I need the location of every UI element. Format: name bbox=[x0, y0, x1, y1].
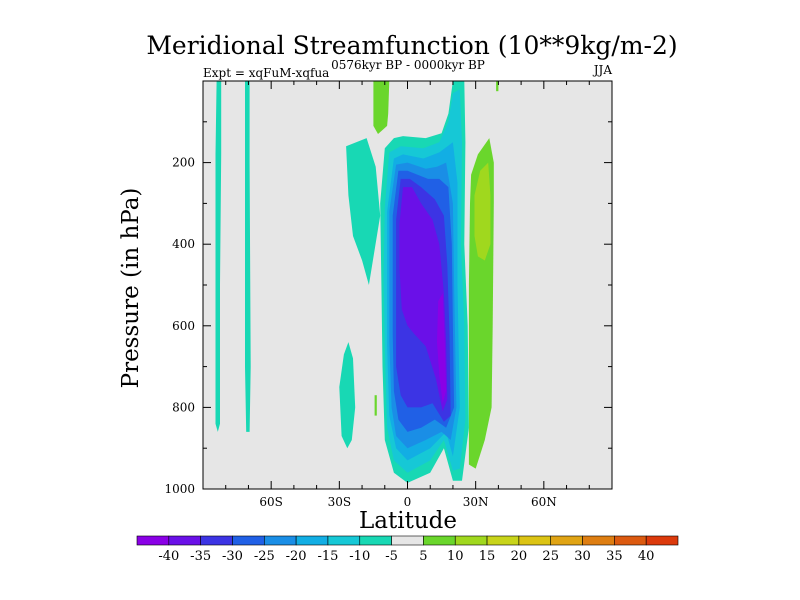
colorbar-box bbox=[582, 535, 615, 546]
colorbar-box bbox=[391, 535, 424, 546]
colorbar-label: -40 bbox=[158, 549, 179, 564]
colorbar-box bbox=[518, 535, 552, 546]
subtitle-center: 0576kyr BP - 0000kyr BP bbox=[331, 58, 485, 72]
x-tick-label: 30S bbox=[328, 495, 352, 509]
colorbar-label: 25 bbox=[542, 549, 559, 564]
colorbar-box bbox=[327, 535, 361, 546]
colorbar-label: -20 bbox=[286, 549, 307, 564]
colorbar-label: 30 bbox=[574, 549, 591, 564]
subtitle-left: Expt = xqFuM-xqfua bbox=[203, 66, 329, 80]
colorbar-box bbox=[232, 535, 265, 546]
colorbar: -40 -35 -30 -25 -20 -15 -10 -5 5 10 15 20 25 30 35 40 bbox=[136, 535, 679, 564]
colorbar-box bbox=[423, 535, 456, 546]
contour-region--5-1 bbox=[245, 81, 251, 432]
contour-region-5-12 bbox=[373, 81, 390, 134]
colorbar-box bbox=[454, 535, 488, 546]
y-tick-label: 1000 bbox=[164, 482, 195, 496]
subtitle-right: JJA bbox=[592, 63, 613, 77]
colorbar-label: 10 bbox=[447, 549, 464, 564]
y-tick-label: 400 bbox=[172, 237, 195, 251]
colorbar-label: -10 bbox=[349, 549, 370, 564]
colorbar-box bbox=[645, 535, 679, 546]
colorbar-box bbox=[168, 535, 201, 546]
colorbar-box bbox=[486, 535, 520, 546]
colorbar-box bbox=[263, 535, 297, 546]
contour-region--5-0 bbox=[215, 81, 222, 432]
colorbar-box bbox=[200, 535, 233, 546]
y-tick-label: 600 bbox=[172, 319, 195, 333]
contour-region--40-11 bbox=[437, 293, 447, 404]
contour-region--5-2 bbox=[346, 138, 381, 285]
colorbar-label: 5 bbox=[419, 549, 427, 564]
contour-region-10-14 bbox=[474, 162, 491, 261]
x-axis-ticks: 60S 30S 0 30N 60N bbox=[225, 81, 590, 509]
colorbar-box bbox=[295, 535, 329, 546]
colorbar-label: 35 bbox=[606, 549, 623, 564]
colorbar-box bbox=[550, 535, 583, 546]
contour-fills bbox=[215, 81, 499, 483]
contour-region--35-10 bbox=[399, 187, 448, 412]
contour-region-5-15 bbox=[374, 395, 377, 416]
colorbar-label: -35 bbox=[190, 549, 211, 564]
colorbar-box bbox=[359, 535, 392, 546]
y-tick-label: 800 bbox=[172, 400, 195, 414]
x-axis-label: Latitude bbox=[359, 508, 457, 534]
colorbar-label: 20 bbox=[511, 549, 528, 564]
x-tick-label: 60N bbox=[531, 495, 557, 509]
colorbar-box bbox=[136, 535, 170, 546]
plot-area: 60S 30S 0 30N 60N 200 400 600 800 1000 bbox=[164, 80, 613, 509]
x-tick-label: 30N bbox=[463, 495, 489, 509]
y-tick-label: 200 bbox=[172, 156, 195, 170]
y-axis-ticks: 200 400 600 800 1000 bbox=[164, 121, 612, 496]
colorbar-box bbox=[614, 535, 647, 546]
chart-title: Meridional Streamfunction (10**9kg/m-2) bbox=[146, 31, 677, 60]
contour-region-5-16 bbox=[496, 81, 499, 92]
colorbar-label: -5 bbox=[385, 549, 398, 564]
colorbar-label: -25 bbox=[254, 549, 275, 564]
colorbar-label: -15 bbox=[317, 549, 338, 564]
x-tick-label: 0 bbox=[404, 495, 412, 509]
x-tick-label: 60S bbox=[259, 495, 283, 509]
colorbar-label: 15 bbox=[479, 549, 496, 564]
y-axis-label: Pressure (in hPa) bbox=[118, 188, 144, 389]
contour-region--5-3 bbox=[339, 342, 356, 449]
colorbar-label: -30 bbox=[222, 549, 243, 564]
colorbar-label: 40 bbox=[638, 549, 655, 564]
